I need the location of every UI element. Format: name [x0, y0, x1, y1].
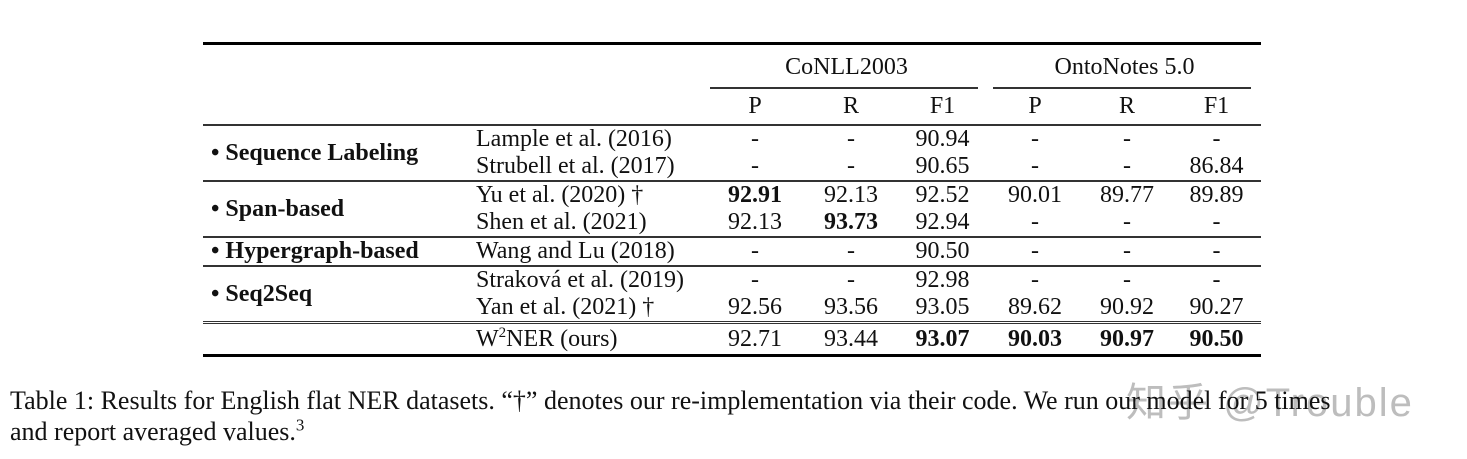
method-cell: Strubell et al. (2017): [476, 153, 675, 179]
value-cell: 90.97: [1082, 321, 1172, 356]
method-cell: W2NER (ours): [468, 321, 705, 356]
value-cell: 89.77: [1082, 180, 1172, 209]
value-cell: 93.05: [915, 294, 970, 320]
category-cell: • Seq2Seq: [203, 265, 468, 323]
metric-header-f1: F1: [1203, 93, 1230, 119]
value-cell: -: [1082, 236, 1172, 266]
method-cell: Wang and Lu (2018): [468, 236, 705, 266]
category-cell: • Sequence Labeling: [211, 139, 419, 166]
method-cell: Yu et al. (2020) †: [468, 180, 705, 209]
metric-header-p: P: [748, 93, 762, 119]
value-cell: 90.50: [897, 236, 988, 266]
table-container: CoNLL2003 OntoNotes 5.0 P R F1 P R F1 • …: [203, 42, 1262, 357]
empty-header-cell: [203, 89, 468, 125]
value-cell: 90.92: [1100, 294, 1154, 320]
table-row: Strubell et al. (2017) - - 90.65 - - 86.84: [203, 153, 1261, 181]
metric-header-r: R: [842, 93, 859, 119]
category-cell: • Hypergraph-based: [203, 236, 468, 266]
value-cell: 90.65: [915, 153, 970, 179]
value-cell: 89.62: [1008, 294, 1062, 320]
empty-header-cell: [468, 44, 705, 90]
table-row: • Span-based Yu et al. (2020) † 92.91 92.13…: [203, 180, 1262, 237]
value-cell: -: [805, 236, 897, 266]
value-cell: -: [805, 265, 897, 294]
category-cell: • Span-based: [203, 180, 468, 237]
value-cell: 90.01: [988, 180, 1082, 209]
empty-header-cell: [468, 89, 705, 125]
value-cell: 92.13: [728, 209, 782, 235]
method-cell: Straková et al. (2019): [468, 265, 705, 294]
value-cell: -: [1123, 209, 1131, 235]
method-cell: Yan et al. (2021) †: [476, 294, 655, 320]
value-cell: -: [1031, 209, 1039, 235]
value-cell: -: [988, 236, 1082, 266]
dataset-header-ontonotes: OntoNotes 5.0: [988, 44, 1261, 90]
metric-header-p: P: [1028, 93, 1042, 119]
table-caption: Table 1: Results for English flat NER da…: [10, 385, 1462, 447]
table-row: • Seq2Seq Straková et al. (2019) - -92.98- -…: [203, 265, 1262, 323]
value-cell: -: [1082, 265, 1172, 294]
table-row: Yan et al. (2021) † 92.56 93.56 93.05 89.62 9…: [203, 294, 1261, 323]
empty-header-cell: [203, 44, 468, 90]
value-cell: 93.44: [805, 321, 897, 356]
results-table-body: • Sequence Labeling Lample et al. (2016) -…: [203, 125, 1262, 356]
caption-footnote-marker: 3: [295, 415, 305, 435]
value-cell: -: [1031, 126, 1039, 152]
value-cell: -: [1123, 153, 1131, 179]
table-row-ours: W2NER (ours) 92.71 93.44 93.07 90.03 90.97 90.…: [203, 321, 1262, 356]
metric-header-row: P R F1 P R F1: [203, 89, 1262, 125]
table-row: • Sequence Labeling Lample et al. (2016) -…: [203, 125, 1261, 166]
value-cell: 90.03: [988, 321, 1082, 356]
caption-line2: and report averaged values.: [10, 417, 296, 446]
watermark: 知乎 @Trouble: [1126, 381, 1414, 425]
value-cell: -: [1172, 265, 1262, 294]
table-row: • Hypergraph-based Wang and Lu (2018) - -90…: [203, 236, 1262, 266]
value-cell: 92.91: [705, 180, 805, 209]
value-cell: 93.73: [824, 209, 878, 235]
value-cell: -: [1212, 126, 1221, 152]
value-cell: 90.27: [1189, 294, 1244, 320]
value-cell: 92.56: [728, 294, 782, 320]
value-cell: 90.50: [1172, 321, 1262, 356]
value-cell: -: [705, 265, 805, 294]
value-cell: 92.52: [897, 180, 988, 209]
results-table: CoNLL2003 OntoNotes 5.0 P R F1 P R F1 • …: [203, 42, 1262, 357]
value-cell: 86.84: [1189, 153, 1244, 179]
metric-header-r: R: [1118, 93, 1135, 119]
value-cell: 89.89: [1172, 180, 1262, 209]
value-cell: -: [1031, 153, 1039, 179]
value-cell: 92.13: [805, 180, 897, 209]
value-cell: -: [847, 126, 855, 152]
value-cell: -: [1212, 209, 1221, 235]
value-cell: -: [1172, 236, 1262, 266]
value-cell: -: [988, 265, 1082, 294]
value-cell: 93.56: [824, 294, 878, 320]
dataset-header-conll2003: CoNLL2003: [705, 44, 988, 90]
value-cell: -: [751, 153, 759, 179]
dataset-header-row: CoNLL2003 OntoNotes 5.0: [203, 44, 1261, 90]
value-cell: -: [751, 126, 759, 152]
method-cell: Shen et al. (2021): [476, 209, 647, 235]
table-row: Shen et al. (2021) 92.13 93.73 92.94 - - -: [203, 209, 1261, 237]
method-cell: Lample et al. (2016): [476, 126, 672, 152]
value-cell: 92.71: [705, 321, 805, 356]
value-cell: 93.07: [897, 321, 988, 356]
value-cell: -: [847, 153, 855, 179]
value-cell: 92.98: [897, 265, 988, 294]
value-cell: -: [1123, 126, 1131, 152]
metric-header-f1: F1: [929, 93, 956, 119]
caption-line1: Table 1: Results for English flat NER da…: [10, 386, 1331, 415]
value-cell: -: [705, 236, 805, 266]
value-cell: 92.94: [915, 209, 970, 235]
value-cell: 90.94: [915, 126, 970, 152]
category-cell: [203, 321, 468, 356]
